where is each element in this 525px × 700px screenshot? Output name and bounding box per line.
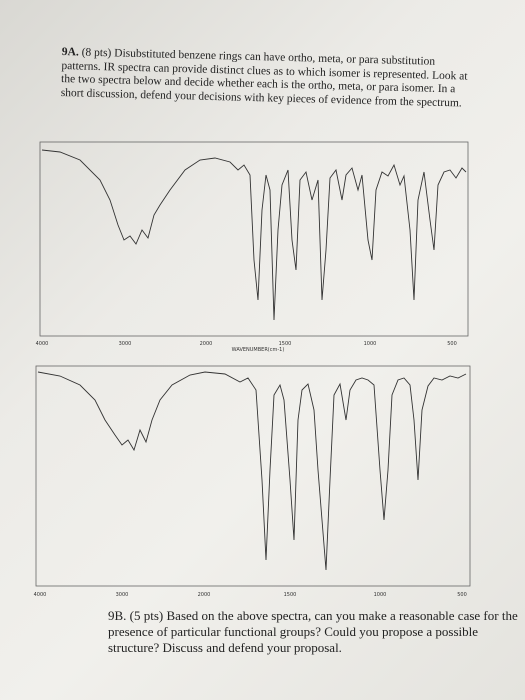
question-text: Based on the above spectra, can you make… [108, 608, 518, 655]
x-tick-label: 1000 [374, 592, 387, 598]
spectrum-trace [37, 371, 467, 571]
spectrum-frame [39, 141, 469, 337]
x-tick-label: 1500 [284, 592, 297, 598]
x-tick-label: 1500 [279, 341, 292, 347]
x-tick-label: 4000 [34, 592, 47, 598]
question-9b: 9B. (5 pts) Based on the above spectra, … [108, 608, 523, 656]
x-tick-label: 4000 [36, 341, 49, 347]
question-label: 9B. [108, 608, 127, 623]
x-tick-label: 2000 [198, 592, 211, 598]
x-tick-label: 2000 [200, 341, 213, 347]
x-tick-label: 3000 [116, 592, 129, 598]
spectrum-trace [41, 149, 467, 321]
x-tick-label: 500 [457, 592, 467, 598]
x-tick-label: 3000 [119, 341, 132, 347]
question-points: (5 pts) [129, 608, 164, 623]
x-tick-label: 500 [447, 341, 457, 347]
x-axis-label: WAVENUMBER(cm-1) [232, 347, 285, 353]
spectrum-frame [35, 365, 471, 587]
x-tick-label: 1000 [364, 341, 377, 347]
